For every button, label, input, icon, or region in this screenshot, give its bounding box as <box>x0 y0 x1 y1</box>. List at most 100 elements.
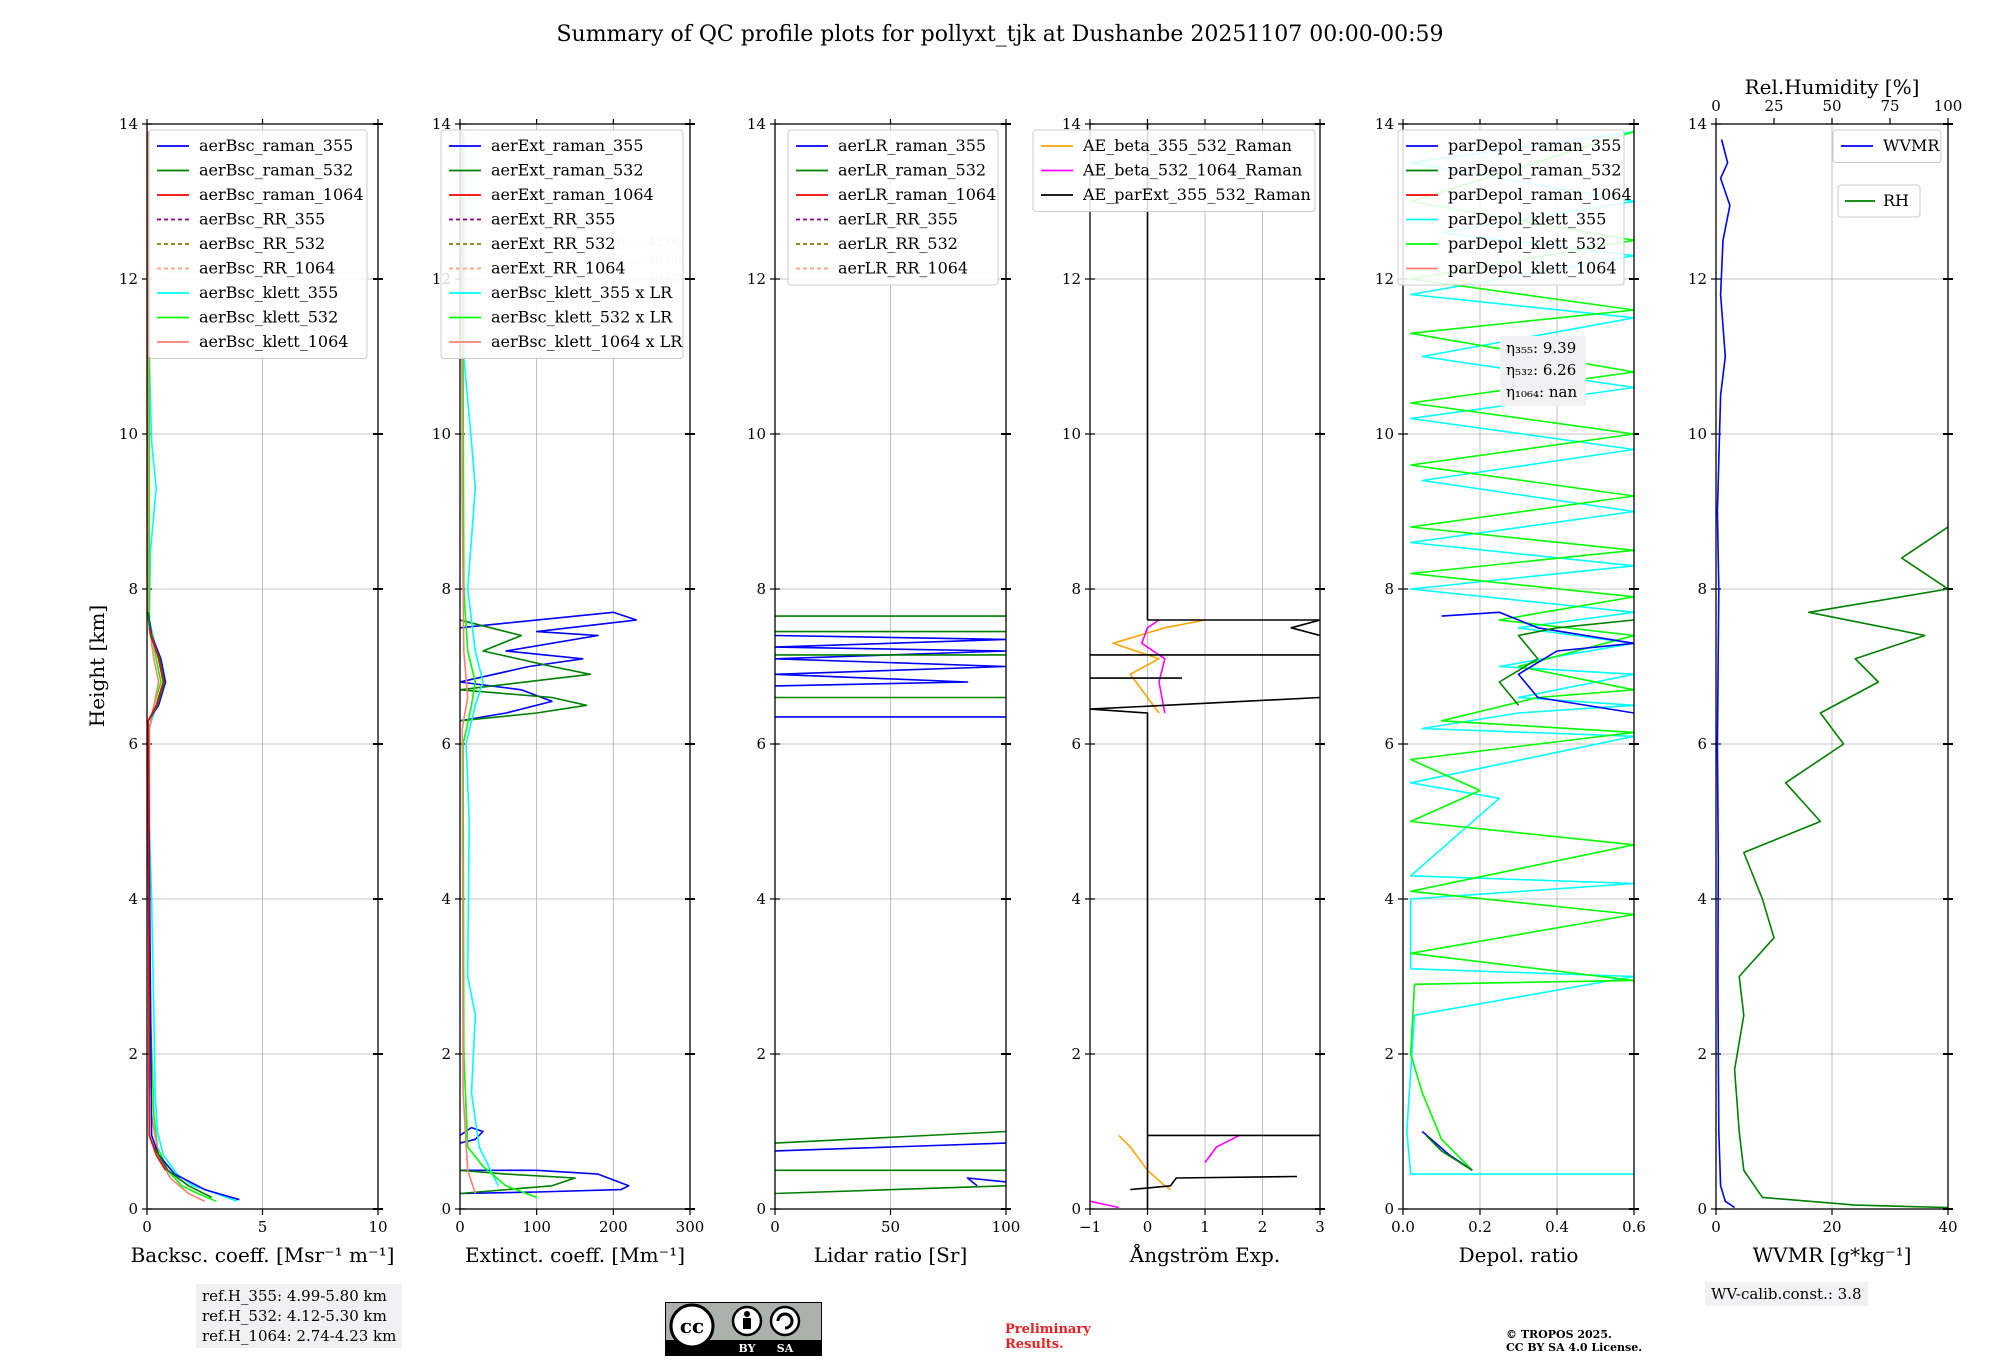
y-tick-label: 2 <box>1697 1045 1707 1063</box>
x-tick-label: 0 <box>142 1218 152 1236</box>
y-tick-label: 14 <box>1688 115 1707 133</box>
eta-box <box>1500 336 1586 406</box>
y-tick-label: 12 <box>1062 270 1081 288</box>
x-tick-label: 300 <box>676 1218 705 1236</box>
top-x-tick-label: 100 <box>1934 97 1963 115</box>
y-tick-label: 0 <box>1697 1200 1707 1218</box>
y-tick-label: 12 <box>1688 270 1707 288</box>
y-tick-label: 4 <box>756 890 766 908</box>
legend-entry: parDepol_raman_355 <box>1448 136 1621 155</box>
top-x-tick-label: 25 <box>1764 97 1783 115</box>
y-tick-label: 12 <box>747 270 766 288</box>
series-line-aerext-raman-532 <box>460 619 592 722</box>
panel-extinction: 024681012140100200300Extinct. coeff. [Mm… <box>432 115 704 1267</box>
y-tick-label: 10 <box>432 425 451 443</box>
x-tick-label: 10 <box>368 1218 387 1236</box>
y-tick-label: 4 <box>1697 890 1707 908</box>
series-group <box>147 131 240 1203</box>
legend-entry: AE_beta_355_532_Raman <box>1082 136 1292 155</box>
axes-frame <box>1089 123 1321 1210</box>
series-group <box>1716 139 1948 1209</box>
series-line-aerext-raman-355 <box>460 1126 484 1144</box>
y-tick-label: 6 <box>1697 735 1707 753</box>
y-tick-label: 6 <box>1071 735 1081 753</box>
legend-entry: AE_beta_532_1064_Raman <box>1082 161 1302 180</box>
preliminary-line-2: Results. <box>1005 1337 1064 1352</box>
legend-entry: aerBsc_klett_532 <box>199 308 338 327</box>
copyright-line-1: © TROPOS 2025. <box>1506 1328 1612 1341</box>
series-group <box>460 131 638 1199</box>
y-tick-label: 4 <box>441 890 451 908</box>
x-axis-label: Backsc. coeff. [Msr⁻¹ m⁻¹] <box>131 1243 395 1267</box>
series-line-aerbsc-klett-1064-x-lr <box>460 131 477 1194</box>
y-tick-label: 14 <box>119 115 138 133</box>
series-line-ae-parext-355-532-raman <box>1146 1134 1320 1209</box>
series-line-aerext-raman-355 <box>460 1169 630 1195</box>
legend-entry: aerBsc_RR_1064 <box>199 259 335 278</box>
y-tick-label: 14 <box>1062 115 1081 133</box>
series-line-aerlr-raman-355 <box>775 634 1006 687</box>
x-axis-label: Extinct. coeff. [Mm⁻¹] <box>465 1243 685 1267</box>
y-tick-label: 12 <box>1375 270 1394 288</box>
legend-entry: aerExt_raman_532 <box>491 161 644 180</box>
eta-text: η₃₅₅: 9.39 <box>1506 339 1576 357</box>
y-tick-label: 6 <box>441 735 451 753</box>
legend-entry: aerBsc_raman_355 <box>199 136 353 155</box>
series-line-pardepol-klett-532 <box>1409 131 1634 1171</box>
series-line-ae-parext-355-532-raman <box>1147 619 1320 637</box>
series-line-aerlr-raman-532 <box>775 1185 1006 1195</box>
legend-box <box>787 129 999 286</box>
legend-entry: aerLR_RR_1064 <box>838 259 968 278</box>
series-line-ae-parext-355-532-raman <box>1130 1175 1298 1191</box>
y-tick-label: 8 <box>1384 580 1394 598</box>
axes-frame <box>1402 123 1635 1210</box>
panel-lidar_ratio: 0 2 4 6 8 10 12 14 0 50 100 Lidar ratio [Sr] aerLR_r… <box>747 115 1020 1267</box>
series-line-ae-beta-532-1064-raman <box>1204 1134 1240 1163</box>
legend-entry: parDepol_raman_532 <box>1448 161 1621 180</box>
series-line-pardepol-raman-355 <box>1421 1130 1473 1171</box>
y-tick-label: 14 <box>747 115 766 133</box>
top-x-tick-label: 50 <box>1822 97 1841 115</box>
legend-entry: aerLR_raman_355 <box>838 136 986 155</box>
y-tick-label: 4 <box>128 890 138 908</box>
y-tick-label: 8 <box>1071 580 1081 598</box>
y-axis-label: Height [km] <box>85 605 109 727</box>
legend-entry: aerBsc_klett_355 <box>199 283 338 302</box>
y-tick-label: 2 <box>756 1045 766 1063</box>
axes-frame <box>459 123 691 1210</box>
x-tick-label: 5 <box>258 1218 268 1236</box>
y-tick-label: 2 <box>1384 1045 1394 1063</box>
ref-h-355-text: ref.H_355: 4.99-5.80 km <box>202 1287 387 1305</box>
legend-box <box>1032 129 1316 212</box>
y-tick-label: 2 <box>128 1045 138 1063</box>
x-tick-label: 40 <box>1938 1218 1957 1236</box>
series-line-pardepol-raman-355 <box>1441 611 1634 714</box>
preliminary-results-note: Preliminary Results. <box>1005 1322 1091 1352</box>
series-line-pardepol-klett-355 <box>1406 131 1634 1175</box>
axes-frame <box>146 123 379 1210</box>
legend-entry: aerBsc_RR_355 <box>199 210 325 229</box>
legend-box-rh <box>1837 184 1921 218</box>
y-tick-label: 4 <box>1384 890 1394 908</box>
legend-entry: aerBsc_klett_1064 <box>199 332 348 351</box>
series-group <box>1406 131 1634 1175</box>
wv-calib-text: WV-calib.const.: 3.8 <box>1711 1285 1862 1303</box>
eta-text: η₁₀₆₄: nan <box>1506 383 1577 401</box>
eta-text: η₅₃₂: 6.26 <box>1506 361 1576 379</box>
y-tick-label: 0 <box>1071 1200 1081 1218</box>
series-line-aerlr-raman-355 <box>775 1142 1006 1152</box>
svg-text:cc: cc <box>680 1314 704 1338</box>
legend-box <box>440 129 684 359</box>
top-x-tick-label: 0 <box>1711 97 1721 115</box>
x-tick-label: 50 <box>881 1218 900 1236</box>
x-tick-label: 2 <box>1258 1218 1268 1236</box>
y-tick-label: 8 <box>1697 580 1707 598</box>
x-tick-label: 0.2 <box>1468 1218 1492 1236</box>
x-tick-label: 0 <box>770 1218 780 1236</box>
x-tick-label: 100 <box>522 1218 551 1236</box>
x-tick-label: 0 <box>1711 1218 1721 1236</box>
x-axis-label: Lidar ratio [Sr] <box>814 1243 968 1267</box>
legend-entry: RH <box>1883 191 1909 210</box>
preliminary-line-1: Preliminary <box>1005 1322 1091 1337</box>
